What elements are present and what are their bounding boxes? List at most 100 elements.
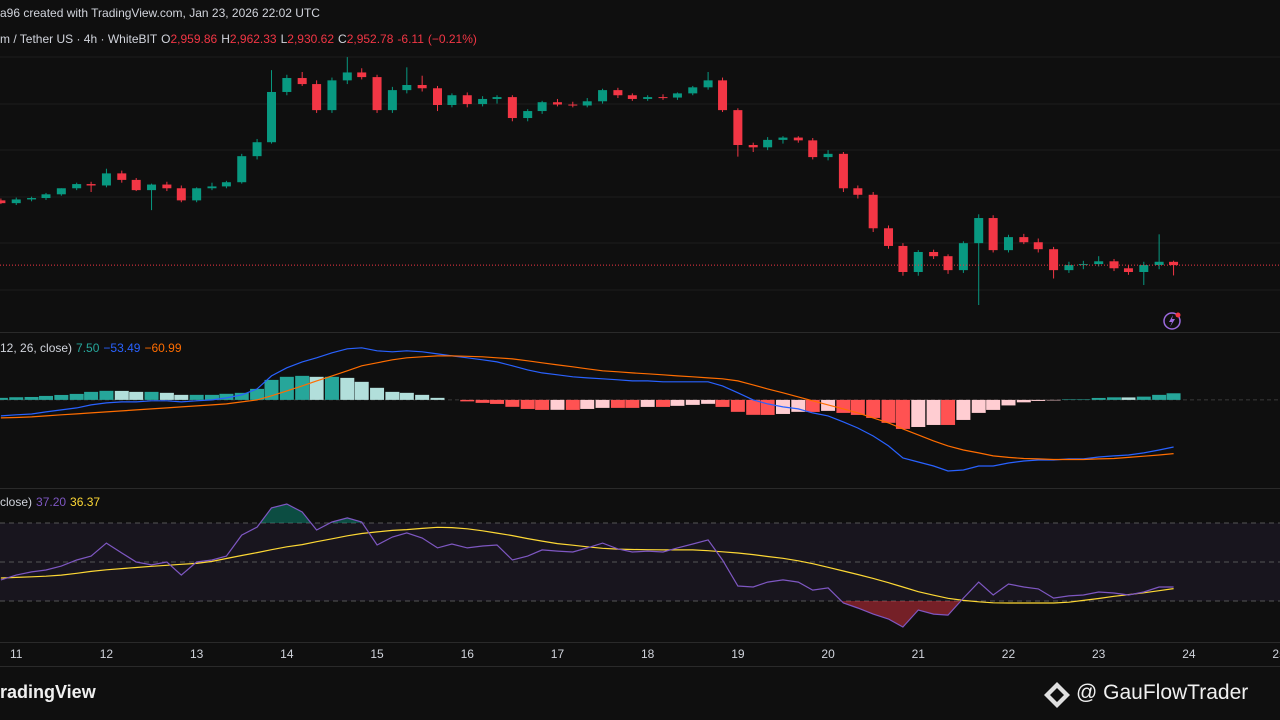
- candle-body: [312, 84, 322, 111]
- histogram-bar: [1016, 399, 1031, 403]
- histogram-bar: [1076, 399, 1091, 400]
- histogram-bar: [159, 392, 174, 400]
- histogram-bar: [715, 399, 730, 407]
- candle-body: [1169, 261, 1179, 266]
- x-tick-label: 23: [1092, 647, 1106, 661]
- histogram-bar: [9, 397, 24, 400]
- histogram-bar: [850, 399, 865, 415]
- candle-body: [1019, 237, 1029, 243]
- candle-body: [1123, 268, 1133, 272]
- histogram-bar: [791, 399, 806, 412]
- histogram-bar: [580, 399, 595, 409]
- candle-body: [1049, 249, 1059, 271]
- x-tick-label: 12: [100, 647, 114, 661]
- candle-body: [192, 188, 202, 201]
- histogram-bar: [1046, 399, 1061, 401]
- candle-body: [1033, 242, 1043, 250]
- indicator-value: 36.37: [70, 495, 101, 509]
- rsi-line: [0, 526, 1174, 604]
- author-text: @ GauFlowTrader: [1076, 681, 1249, 704]
- histogram-bar: [760, 399, 775, 415]
- histogram-bar: [535, 399, 550, 410]
- candle-body: [958, 243, 968, 271]
- candle-body: [207, 186, 217, 189]
- candle-body: [838, 153, 848, 189]
- candle-body: [72, 184, 82, 189]
- histogram-bar: [1001, 399, 1016, 406]
- candle-body: [147, 184, 157, 191]
- candle-body: [11, 199, 21, 204]
- candle-body: [658, 97, 668, 99]
- histogram-bar: [129, 391, 144, 400]
- candle-body: [357, 72, 367, 78]
- candle-body: [1154, 261, 1164, 266]
- histogram-bar: [69, 393, 84, 400]
- histogram-bar: [1166, 393, 1181, 400]
- candle-body: [763, 139, 773, 148]
- candle-body: [718, 80, 728, 111]
- histogram-bar: [595, 399, 610, 408]
- histogram-bar: [1061, 399, 1076, 400]
- oversold-fill: [0, 601, 1174, 627]
- symbol: m / Tether US · 4h · WhiteBIT: [0, 32, 158, 46]
- histogram-bar: [911, 399, 926, 427]
- histogram-bar: [565, 399, 580, 410]
- params: 12, 26, close): [0, 341, 73, 355]
- macd-line: [0, 355, 1174, 461]
- candle-body: [162, 184, 172, 189]
- candle-body: [793, 137, 803, 141]
- x-tick-label: 25: [1272, 647, 1280, 661]
- macd-legend: 12, 26, close) 7.50 −53.49 −60.99: [0, 341, 186, 355]
- candle-body: [387, 90, 397, 111]
- header: a96 created with TradingView.com, Jan 23…: [0, 6, 324, 20]
- candle-body: [267, 91, 277, 143]
- candle-body: [884, 228, 894, 246]
- ohlc-label: H: [221, 32, 230, 46]
- candle-body: [898, 245, 908, 272]
- candle-body: [988, 218, 998, 251]
- overbought-fill: [260, 504, 363, 523]
- candle-body: [853, 188, 863, 195]
- histogram-bar: [1136, 396, 1151, 400]
- histogram-bar: [24, 396, 39, 400]
- candle-body: [41, 194, 51, 199]
- candle-body: [974, 218, 984, 244]
- histogram-bar: [805, 399, 820, 412]
- x-tick-label: 20: [821, 647, 835, 661]
- histogram-bar: [866, 399, 881, 418]
- histogram-bar: [926, 399, 941, 425]
- histogram-bar: [279, 376, 294, 400]
- candle-body: [117, 173, 127, 180]
- histogram-bar: [234, 392, 249, 400]
- histogram-bar: [324, 376, 339, 400]
- histogram-bar: [204, 394, 219, 400]
- histogram-bar: [370, 387, 385, 400]
- histogram-bar: [219, 393, 234, 400]
- candle-body: [748, 145, 758, 148]
- candle-body: [598, 90, 608, 102]
- ohlc-value: 2,959.86: [170, 32, 218, 46]
- indicator-value: 37.20: [36, 495, 67, 509]
- ohlc-value: 2,930.62: [287, 32, 335, 46]
- indicator-value: −60.99: [144, 341, 182, 355]
- candle-body: [221, 182, 231, 187]
- ohlc-label: L: [280, 32, 288, 46]
- histogram-bar: [460, 399, 475, 402]
- histogram-bar: [415, 394, 430, 400]
- candle-body: [537, 102, 547, 112]
- histogram-bar: [144, 391, 159, 400]
- histogram-bar: [54, 394, 69, 400]
- histogram-bar: [399, 392, 414, 400]
- histogram-bar: [385, 391, 400, 400]
- macd-line: [0, 347, 1174, 472]
- candle-body: [1109, 261, 1119, 269]
- histogram-bar: [0, 397, 8, 400]
- header-text: a96 created with TradingView.com, Jan 23…: [0, 6, 320, 20]
- histogram-bar: [354, 381, 369, 400]
- histogram-bar: [836, 399, 851, 413]
- indicator-value: −53.49: [103, 341, 141, 355]
- candle-body: [1064, 265, 1074, 271]
- change: -6.11: [397, 32, 424, 46]
- candle-body: [1003, 237, 1013, 251]
- histogram-bar: [881, 399, 896, 423]
